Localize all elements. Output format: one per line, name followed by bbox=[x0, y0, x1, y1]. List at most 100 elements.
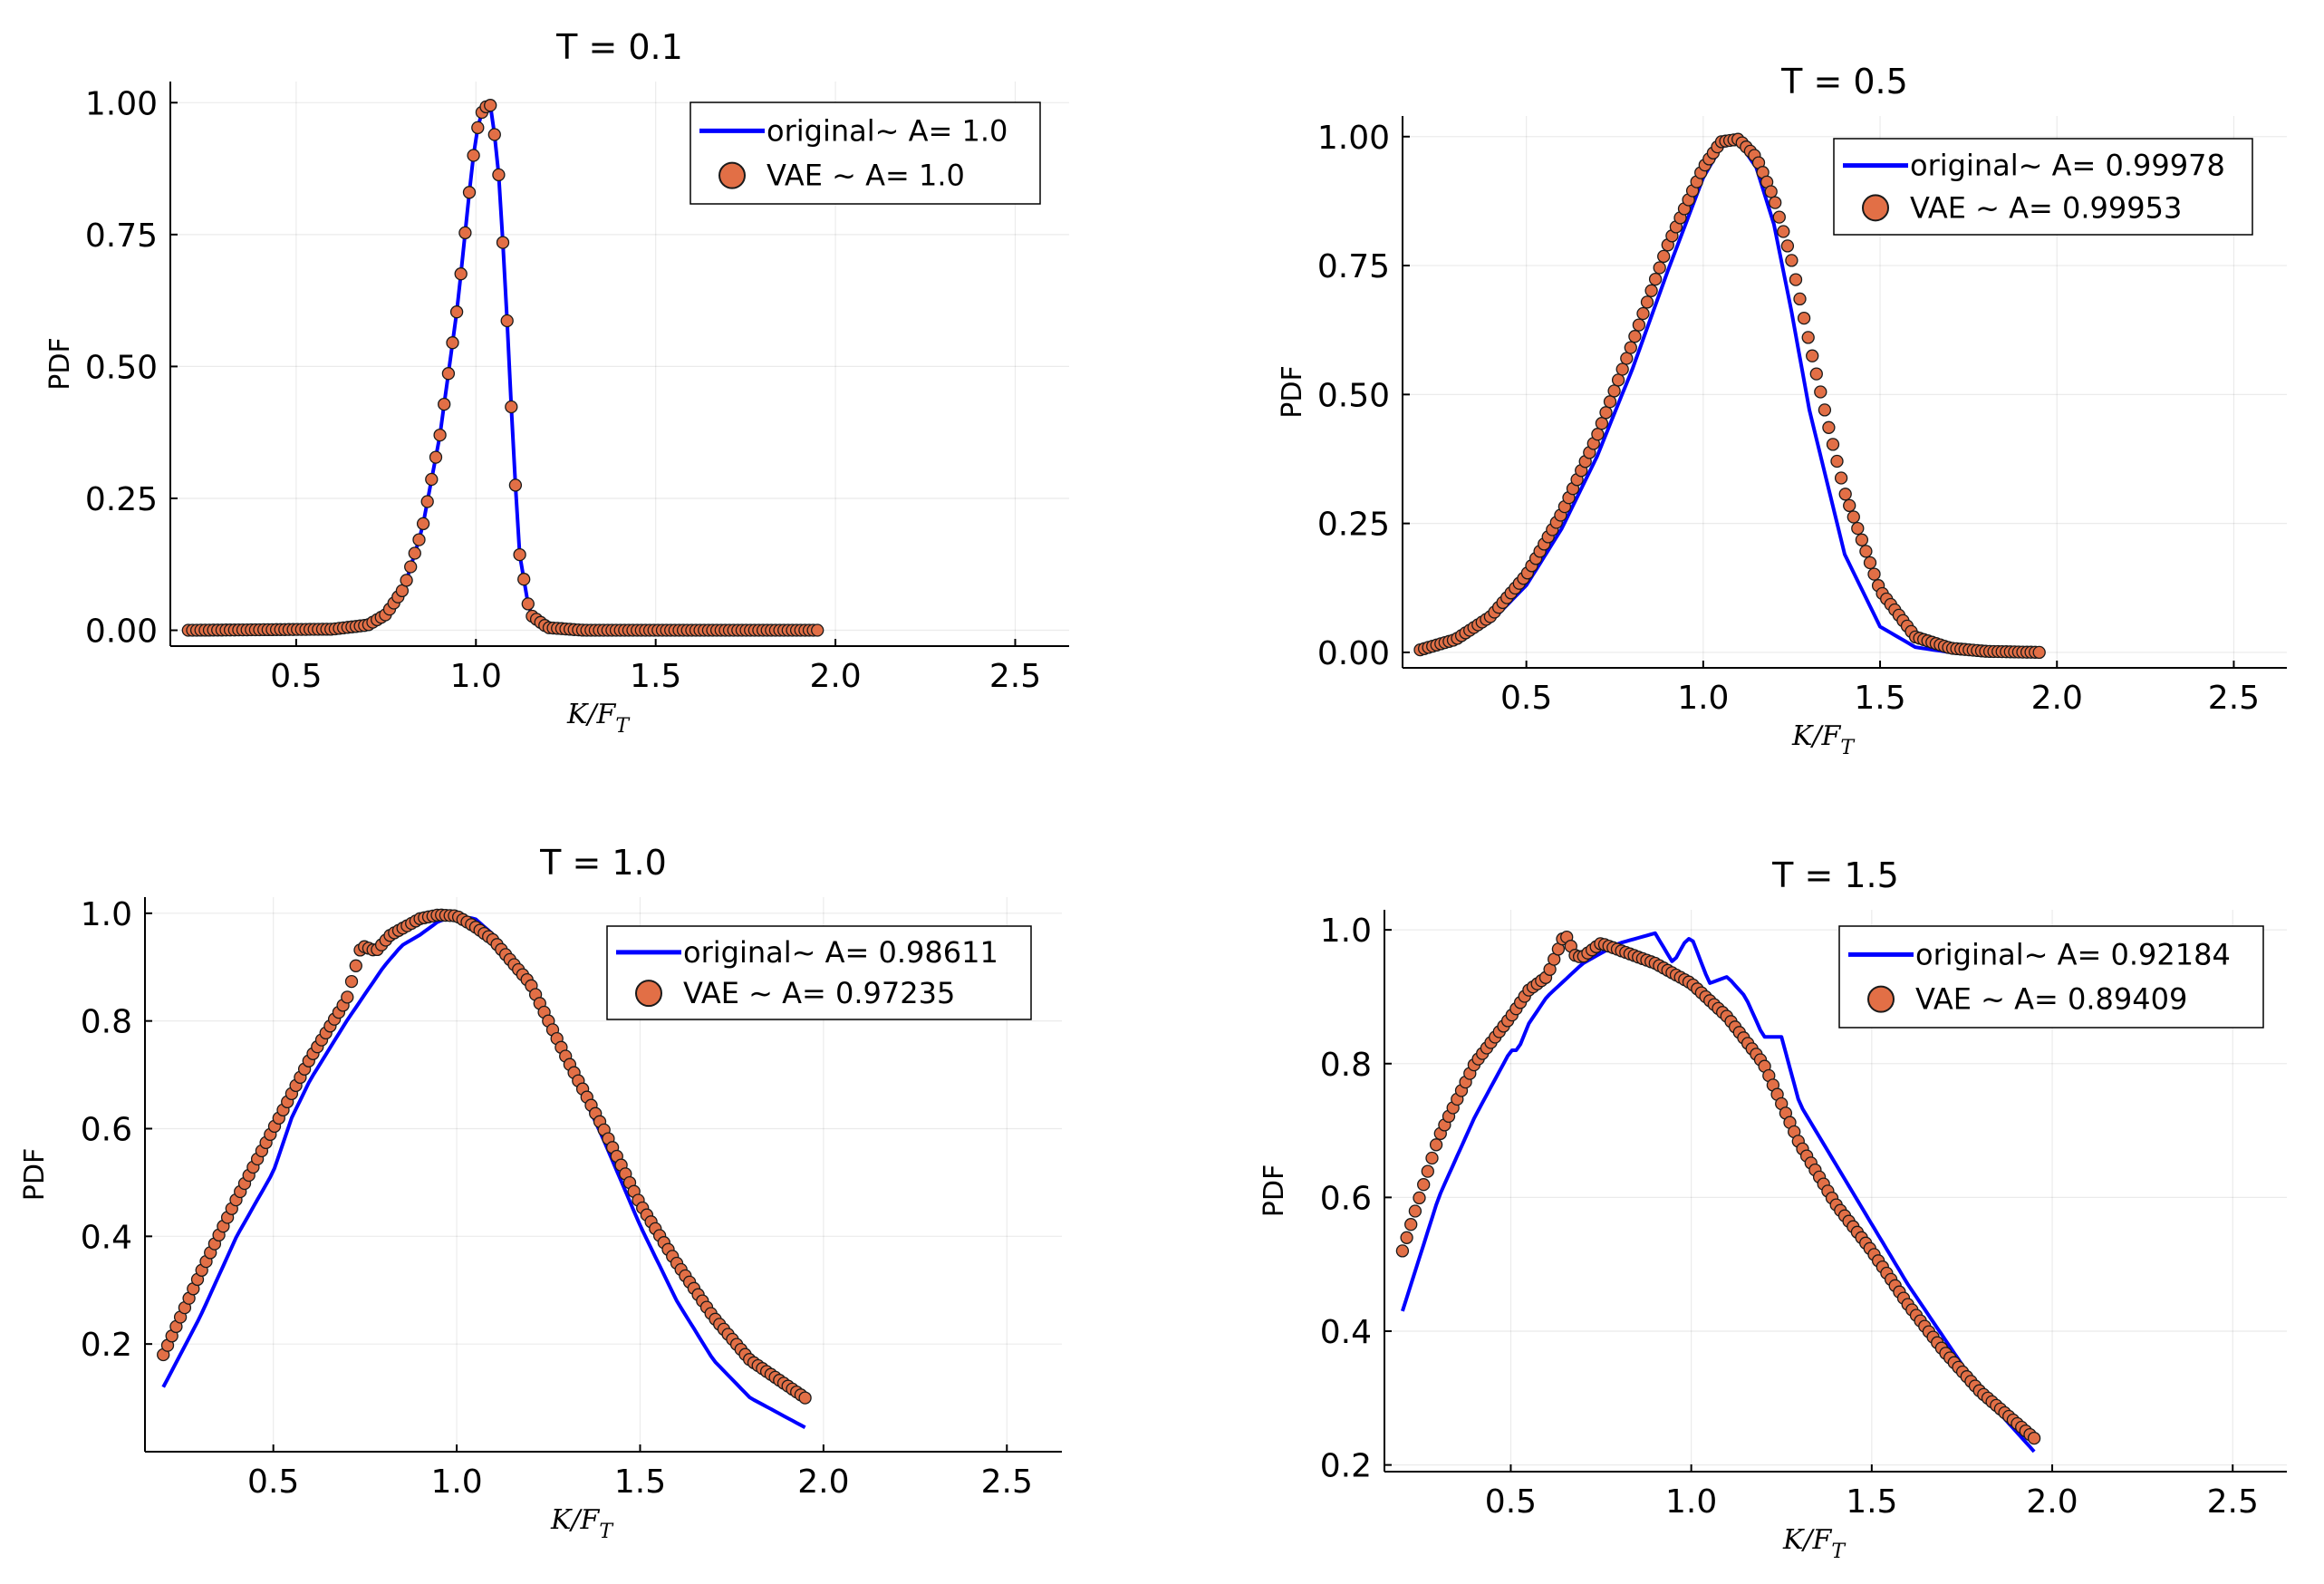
x-tick-label: 1.5 bbox=[1846, 1483, 1897, 1521]
x-tick-label: 2.5 bbox=[2208, 680, 2260, 717]
x-tick-label: 0.5 bbox=[270, 658, 322, 695]
vae-data-point bbox=[1644, 284, 1658, 297]
legend-marker-swatch bbox=[1867, 985, 1895, 1013]
x-tick-label: 1.0 bbox=[1677, 680, 1729, 717]
vae-data-point bbox=[1624, 341, 1637, 354]
x-tick-label: 1.5 bbox=[614, 1463, 666, 1501]
legend-label-original: original~ A= 1.0 bbox=[767, 113, 1008, 148]
y-tick-label: 0.2 bbox=[1320, 1448, 1372, 1485]
x-tick-label: 2.5 bbox=[989, 658, 1041, 695]
chart-title: T = 0.1 bbox=[555, 27, 683, 67]
vae-data-point bbox=[1599, 406, 1613, 420]
vae-data-point bbox=[1632, 318, 1646, 332]
vae-data-point bbox=[458, 226, 472, 240]
vae-data-point bbox=[441, 367, 456, 381]
vae-data-point bbox=[1806, 349, 1819, 362]
legend-label-vae: VAE ~ A= 0.97235 bbox=[683, 976, 955, 1010]
x-tick-label: 2.0 bbox=[809, 658, 861, 695]
vae-data-point bbox=[1789, 273, 1803, 286]
vae-data-point bbox=[1628, 330, 1642, 343]
y-axis-label: PDF bbox=[1258, 1164, 1290, 1217]
vae-data-point bbox=[487, 128, 501, 141]
y-tick-label: 0.00 bbox=[85, 613, 158, 651]
vae-data-point bbox=[1818, 403, 1832, 417]
vae-data-point bbox=[508, 478, 523, 492]
vae-data-point bbox=[425, 472, 439, 487]
vae-data-point bbox=[1780, 239, 1795, 253]
x-tick-label: 2.5 bbox=[2207, 1483, 2259, 1521]
vae-data-point bbox=[1855, 533, 1869, 546]
x-tick-label: 1.0 bbox=[450, 658, 502, 695]
vae-data-point bbox=[1648, 272, 1663, 286]
vae-data-point bbox=[1826, 438, 1840, 451]
vae-data-point bbox=[1429, 1138, 1443, 1152]
x-axis-label: K/FT bbox=[1791, 720, 1856, 759]
y-axis-label: PDF bbox=[44, 337, 76, 390]
vae-data-point bbox=[1591, 428, 1605, 441]
vae-data-point bbox=[1425, 1151, 1439, 1165]
y-tick-label: 0.8 bbox=[1320, 1047, 1372, 1084]
chart-panel-3: T = 1.0 0.5 1.0 1.5 2.0 2.5 0.2 0.4 0.6 0.8 1.0 PDF… bbox=[19, 843, 1062, 1543]
vae-data-point bbox=[349, 959, 362, 972]
legend-label-vae: VAE ~ A= 0.89409 bbox=[1915, 982, 2187, 1017]
vae-series-markers bbox=[181, 99, 824, 637]
vae-data-point bbox=[1859, 545, 1873, 558]
legend-label-vae: VAE ~ A= 1.0 bbox=[767, 159, 965, 193]
x-tick-label: 0.5 bbox=[1485, 1483, 1537, 1521]
vae-data-point bbox=[467, 149, 480, 162]
x-tick-label: 2.0 bbox=[2031, 680, 2083, 717]
chart-title: T = 0.5 bbox=[1780, 62, 1908, 101]
y-tick-label: 0.75 bbox=[1317, 248, 1390, 285]
vae-data-point bbox=[521, 597, 535, 611]
x-tick-label: 0.5 bbox=[1500, 680, 1552, 717]
legend-label-vae: VAE ~ A= 0.99953 bbox=[1910, 190, 2182, 225]
vae-data-point bbox=[513, 547, 526, 562]
vae-data-point bbox=[420, 495, 434, 508]
vae-data-point bbox=[1785, 254, 1798, 267]
y-tick-label: 0.2 bbox=[81, 1327, 132, 1364]
legend-box bbox=[1833, 138, 2253, 236]
vae-data-point bbox=[1400, 1231, 1413, 1244]
vae-data-point bbox=[344, 974, 359, 989]
legend-marker-swatch bbox=[1862, 194, 1889, 222]
x-tick-label: 1.5 bbox=[1854, 680, 1905, 717]
vae-data-point bbox=[412, 533, 426, 546]
legend-marker-swatch bbox=[718, 161, 746, 189]
legend-marker-swatch bbox=[635, 980, 662, 1008]
x-tick-label: 1.5 bbox=[630, 658, 681, 695]
legend-box bbox=[689, 101, 1041, 205]
vae-data-point bbox=[484, 99, 497, 112]
legend: original~ A= 0.98611 VAE ~ A= 0.97235 bbox=[606, 925, 1032, 1020]
legend-box bbox=[606, 925, 1032, 1020]
legend: original~ A= 1.0 VAE ~ A= 1.0 bbox=[689, 101, 1041, 205]
vae-data-point bbox=[1814, 385, 1827, 399]
legend-box bbox=[1838, 925, 2264, 1029]
y-tick-label: 1.0 bbox=[1320, 913, 1372, 950]
vae-data-point bbox=[1797, 311, 1811, 325]
y-tick-label: 0.8 bbox=[81, 1004, 132, 1041]
vae-data-point bbox=[1843, 498, 1856, 513]
legend: original~ A= 0.92184 VAE ~ A= 0.89409 bbox=[1838, 925, 2264, 1029]
vae-data-point bbox=[1603, 395, 1617, 409]
x-tick-label: 1.0 bbox=[430, 1463, 482, 1501]
vae-data-point bbox=[454, 267, 468, 281]
y-tick-label: 0.4 bbox=[1320, 1314, 1372, 1351]
chart-title: T = 1.5 bbox=[1771, 855, 1899, 895]
vae-data-point bbox=[341, 990, 354, 1004]
x-tick-label: 0.5 bbox=[247, 1463, 299, 1501]
vae-data-point bbox=[1777, 225, 1790, 238]
vae-data-point bbox=[446, 336, 459, 350]
y-tick-label: 0.50 bbox=[1317, 377, 1390, 414]
vae-data-point bbox=[1413, 1191, 1426, 1205]
y-axis-label: PDF bbox=[1277, 365, 1308, 418]
chart-panel-2: T = 0.5 0.5 1.0 1.5 2.0 2.5 0.00 0.25 0.50 0.75 1.… bbox=[1277, 62, 2287, 759]
y-tick-label: 1.00 bbox=[1317, 120, 1390, 157]
vae-data-point bbox=[1764, 185, 1778, 198]
vae-series-markers bbox=[157, 908, 812, 1405]
vae-series-markers bbox=[1395, 930, 2041, 1445]
x-axis-label: K/FT bbox=[550, 1504, 614, 1543]
vae-data-point bbox=[1404, 1218, 1418, 1231]
vae-data-point bbox=[1822, 420, 1836, 434]
y-tick-label: 1.00 bbox=[85, 85, 158, 122]
